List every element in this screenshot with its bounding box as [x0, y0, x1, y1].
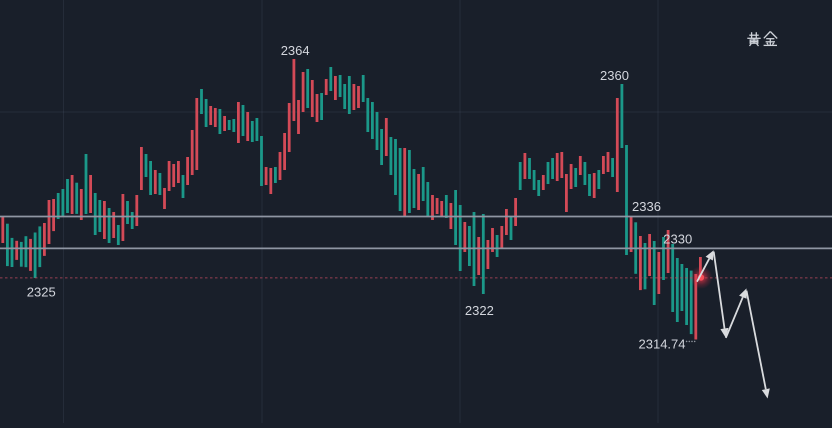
svg-text:2364: 2364	[281, 43, 310, 58]
svg-text:2336: 2336	[632, 199, 661, 214]
svg-text:2325: 2325	[27, 285, 56, 300]
svg-text:2360: 2360	[600, 68, 629, 83]
svg-text:2330: 2330	[663, 231, 692, 246]
svg-text:2314.74: 2314.74	[639, 336, 686, 351]
svg-text:2322: 2322	[465, 303, 494, 318]
